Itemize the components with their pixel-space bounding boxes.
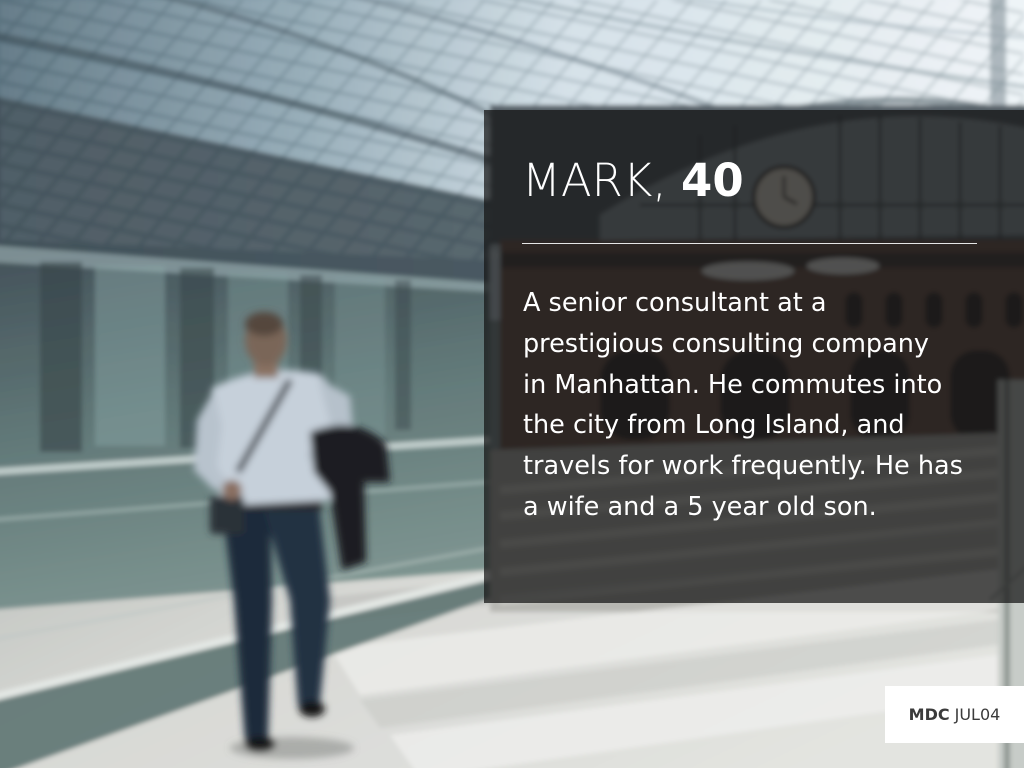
person-figure [194, 312, 390, 759]
title-divider [522, 243, 977, 244]
description-line: A senior consultant at a [523, 288, 827, 318]
footer-date: JUL04 [954, 705, 1001, 724]
persona-description: A senior consultant at a prestigious con… [523, 283, 963, 528]
description-line: in Manhattan. He commutes into [523, 369, 943, 400]
description-line: prestigious consulting company [523, 328, 929, 359]
persona-title: MARK, 40 [522, 155, 744, 207]
persona-age: 40 [681, 154, 744, 207]
description-line: travels for work frequently. He has [523, 451, 963, 482]
persona-panel: MARK, 40 A senior consultant at a presti… [484, 110, 1024, 603]
footer-org: MDC [908, 705, 950, 724]
persona-name: MARK, [522, 154, 667, 207]
description-line: a wife and a 5 year old son. [523, 491, 877, 522]
description-line: the city from Long Island, and [523, 410, 905, 441]
footer-badge: MDC JUL04 [885, 686, 1024, 743]
